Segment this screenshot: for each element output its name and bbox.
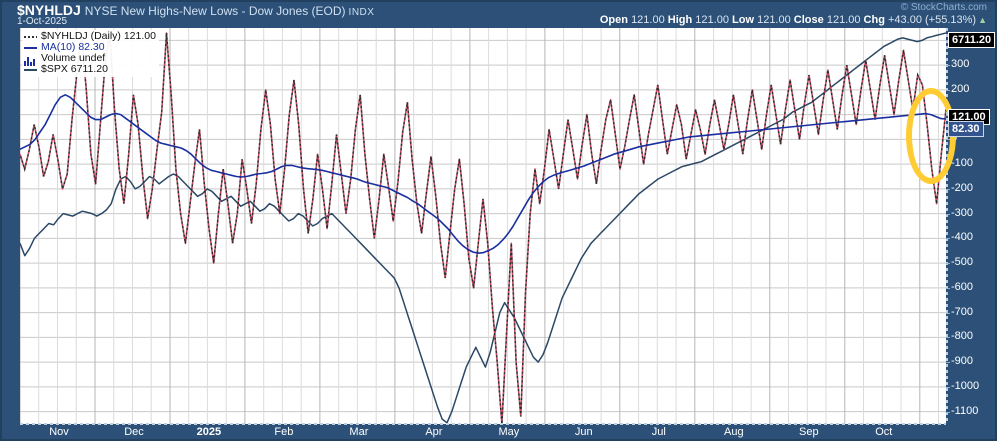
x-tick-label-mar: Mar bbox=[349, 426, 369, 438]
x-axis-rule bbox=[20, 423, 946, 425]
x-axis: Nov Dec 2025 Feb Mar Apr May Jun Jul Aug Sep Oct bbox=[20, 424, 946, 441]
x-tick-label-apr: Apr bbox=[425, 426, 443, 438]
y-tick-mark bbox=[946, 238, 950, 240]
volume-bars-icon bbox=[24, 54, 39, 66]
y-tick-label: -1100 bbox=[951, 404, 979, 417]
y-tick-mark bbox=[946, 411, 950, 413]
series-ma10 bbox=[20, 94, 946, 254]
quote-bar: Open 121.00 High 121.00 Low 121.00 Close… bbox=[600, 14, 987, 26]
plot-area bbox=[20, 28, 946, 424]
series-spx bbox=[20, 32, 946, 424]
legend-label: Volume undef bbox=[41, 52, 106, 64]
x-tick-label-2025: 2025 bbox=[196, 426, 222, 438]
x-tick-label-nov: Nov bbox=[49, 426, 69, 438]
legend-item-nyhldj: $NYHLDJ (Daily) 121.00 bbox=[24, 31, 156, 42]
x-tick-label-aug: Aug bbox=[724, 426, 744, 438]
y-tick-label: -400 bbox=[951, 231, 974, 244]
y-tick-label: -1000 bbox=[951, 379, 980, 392]
y-tick-mark bbox=[946, 287, 950, 289]
chart-date: 1-Oct-2025 bbox=[17, 16, 68, 27]
y-tick-label: -800 bbox=[951, 330, 974, 343]
solid-line-icon bbox=[24, 43, 39, 53]
y-tick-mark bbox=[946, 362, 950, 364]
x-tick-label-dec: Dec bbox=[124, 426, 144, 438]
y-tick-mark bbox=[946, 337, 950, 339]
open-value: 121.00 bbox=[631, 14, 665, 26]
gridlines bbox=[20, 28, 946, 424]
high-label: High bbox=[667, 14, 693, 26]
chart-title: $NYHLDJ NYSE New Highs-New Lows - Dow Jon… bbox=[17, 2, 374, 20]
y-axis: 4003002000-100-200-300-400-500-600-700-8… bbox=[946, 28, 997, 424]
legend-item-ma10: MA(10) 82.30 bbox=[24, 42, 156, 53]
chart-canvas bbox=[20, 28, 946, 424]
y-tick-mark bbox=[946, 386, 950, 388]
y-tick-label: -300 bbox=[951, 206, 974, 219]
legend-label: $NYHLDJ (Daily) 121.00 bbox=[41, 30, 156, 42]
y-tick-label: 300 bbox=[951, 58, 970, 71]
y-tick-mark bbox=[946, 65, 950, 67]
y-tick-mark bbox=[946, 188, 950, 190]
symbol-exchange: INDX bbox=[348, 7, 375, 18]
series-nyhldj-dark bbox=[20, 32, 946, 424]
close-label: Close bbox=[793, 14, 824, 26]
x-tick-label-feb: Feb bbox=[274, 426, 294, 438]
data-series bbox=[20, 32, 946, 424]
stockcharts-brand: © StockCharts.com bbox=[900, 2, 987, 13]
x-tick-label-jun: Jun bbox=[574, 426, 593, 438]
low-value: 121.00 bbox=[757, 14, 791, 26]
close-value: 121.00 bbox=[826, 14, 861, 26]
y-tick-label: -600 bbox=[951, 280, 974, 293]
y-tick-mark bbox=[946, 213, 950, 215]
low-label: Low bbox=[732, 14, 755, 26]
y-tick-mark bbox=[946, 89, 950, 91]
x-tick-label-oct: Oct bbox=[875, 426, 893, 438]
dotted-line-icon bbox=[24, 32, 39, 42]
y-tick-label: -700 bbox=[951, 305, 974, 318]
chg-value: +43.00 (+55.13%) bbox=[888, 14, 977, 26]
y-tick-label: 200 bbox=[951, 82, 970, 95]
chart-legend: $NYHLDJ (Daily) 121.00 MA(10) 82.30 Volu… bbox=[22, 30, 159, 77]
y-tick-mark bbox=[946, 263, 950, 265]
ma10-price-flag: 82.30 bbox=[948, 121, 984, 137]
y-tick-mark bbox=[946, 312, 950, 314]
solid-line-icon bbox=[24, 65, 39, 75]
legend-label: $SPX 6711.20 bbox=[41, 63, 108, 75]
high-value: 121.00 bbox=[695, 14, 729, 26]
y-tick-label: -500 bbox=[951, 256, 974, 269]
x-tick-label-jul: Jul bbox=[651, 426, 666, 438]
y-axis-rule bbox=[946, 28, 948, 424]
symbol-ticker: $NYHLDJ bbox=[17, 2, 81, 18]
legend-item-spx: $SPX 6711.20 bbox=[24, 64, 156, 75]
symbol-description: NYSE New Highs-New Lows - Dow Jones (EOD… bbox=[84, 4, 346, 18]
x-tick-label-may: May bbox=[498, 426, 520, 438]
x-tick-label-sep: Sep bbox=[799, 426, 819, 438]
legend-item-volume: Volume undef bbox=[24, 52, 156, 66]
open-label: Open bbox=[599, 14, 628, 26]
legend-label: MA(10) 82.30 bbox=[41, 41, 105, 53]
y-tick-label: -100 bbox=[951, 157, 974, 170]
spx-price-flag: 6711.20 bbox=[948, 32, 996, 48]
chg-label: Chg bbox=[863, 14, 885, 26]
chart-header: $NYHLDJ NYSE New Highs-New Lows - Dow Jon… bbox=[0, 0, 997, 28]
y-tick-label: -900 bbox=[951, 355, 974, 368]
up-triangle-icon: ▲ bbox=[978, 15, 987, 25]
y-tick-label: -200 bbox=[951, 181, 974, 194]
